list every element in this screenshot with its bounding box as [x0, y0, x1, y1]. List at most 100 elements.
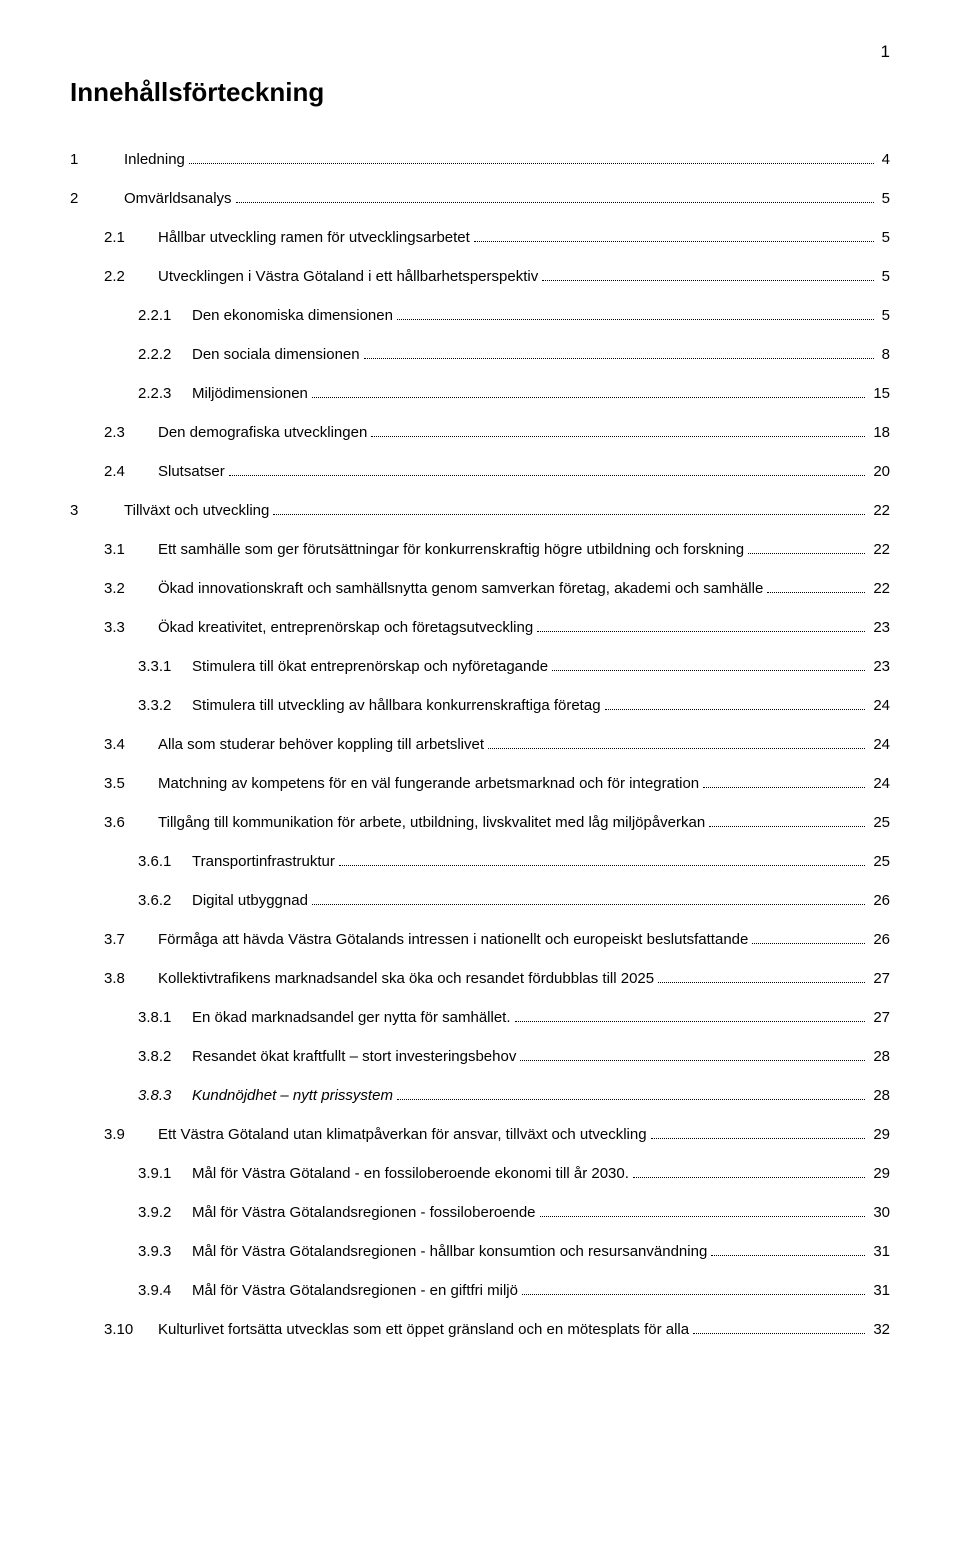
- toc-entry-page: 5: [878, 266, 890, 287]
- toc-entry[interactable]: 3.9Ett Västra Götaland utan klimatpåverk…: [70, 1115, 890, 1154]
- toc-entry[interactable]: 2.2.2Den sociala dimensionen8: [70, 335, 890, 374]
- toc-entry-number: 2: [70, 188, 124, 209]
- toc-leader: [312, 892, 865, 905]
- toc-leader: [537, 619, 865, 632]
- toc-entry-page: 25: [869, 851, 890, 872]
- toc-entry-page: 8: [878, 344, 890, 365]
- toc-entry-page: 29: [869, 1124, 890, 1145]
- toc-entry-text: Kollektivtrafikens marknadsandel ska öka…: [158, 968, 654, 989]
- toc-entry[interactable]: 3.3.1Stimulera till ökat entreprenörskap…: [70, 647, 890, 686]
- toc-entry-text: Den demografiska utvecklingen: [158, 422, 367, 443]
- toc-entry-page: 28: [869, 1085, 890, 1106]
- toc-entry-number: 3.6.2: [138, 890, 192, 911]
- toc-entry[interactable]: 3.4Alla som studerar behöver koppling ti…: [70, 725, 890, 764]
- toc-entry[interactable]: 2.3Den demografiska utvecklingen18: [70, 413, 890, 452]
- toc-entry-number: 3.6: [104, 812, 158, 833]
- toc-entry-page: 28: [869, 1046, 890, 1067]
- toc-entry-number: 3.2: [104, 578, 158, 599]
- toc-entry[interactable]: 2Omvärldsanalys5: [70, 179, 890, 218]
- toc-entry-text: Den ekonomiska dimensionen: [192, 305, 393, 326]
- toc-entry-page: 22: [869, 500, 890, 521]
- toc-entry-number: 3.9.3: [138, 1241, 192, 1262]
- toc-entry-page: 22: [869, 578, 890, 599]
- toc-entry-text: Inledning: [124, 149, 185, 170]
- toc-leader: [522, 1282, 865, 1295]
- toc-entry[interactable]: 3.6Tillgång till kommunikation för arbet…: [70, 803, 890, 842]
- toc-leader: [474, 229, 874, 242]
- toc-entry-page: 25: [869, 812, 890, 833]
- toc-leader: [658, 970, 865, 983]
- toc-entry[interactable]: 1Inledning 4: [70, 140, 890, 179]
- toc-entry-text: Stimulera till ökat entreprenörskap och …: [192, 656, 548, 677]
- toc-entry-number: 3.3.2: [138, 695, 192, 716]
- toc-entry[interactable]: 3.2Ökad innovationskraft och samhällsnyt…: [70, 569, 890, 608]
- toc-entry-text: Mål för Västra Götalandsregionen - fossi…: [192, 1202, 536, 1223]
- toc-entry-page: 31: [869, 1241, 890, 1262]
- toc-entry-text: Digital utbyggnad: [192, 890, 308, 911]
- toc-entry-number: 2.2.3: [138, 383, 192, 404]
- toc-entry-text: Slutsatser: [158, 461, 225, 482]
- toc-entry-text: Mål för Västra Götalandsregionen - en gi…: [192, 1280, 518, 1301]
- toc-entry-text: Utvecklingen i Västra Götaland i ett hål…: [158, 266, 538, 287]
- toc-entry-number: 3.8.2: [138, 1046, 192, 1067]
- toc-entry-number: 3.6.1: [138, 851, 192, 872]
- toc-entry-page: 24: [869, 734, 890, 755]
- toc-entry-number: 3.4: [104, 734, 158, 755]
- toc-entry[interactable]: 3.9.1Mål för Västra Götaland - en fossil…: [70, 1154, 890, 1193]
- toc-leader: [703, 775, 865, 788]
- toc-entry-page: 5: [878, 188, 890, 209]
- toc-entry[interactable]: 2.2Utvecklingen i Västra Götaland i ett …: [70, 257, 890, 296]
- toc-entry-page: 29: [869, 1163, 890, 1184]
- toc-entry[interactable]: 3.3Ökad kreativitet, entreprenörskap och…: [70, 608, 890, 647]
- toc-entry[interactable]: 3.3.2Stimulera till utveckling av hållba…: [70, 686, 890, 725]
- toc-entry[interactable]: 3.10Kulturlivet fortsätta utvecklas som …: [70, 1310, 890, 1349]
- toc-entry[interactable]: 2.4Slutsatser20: [70, 452, 890, 491]
- toc-entry[interactable]: 2.2.1Den ekonomiska dimensionen5: [70, 296, 890, 335]
- toc-entry[interactable]: 3.8Kollektivtrafikens marknadsandel ska …: [70, 959, 890, 998]
- toc-entry[interactable]: 3.9.3Mål för Västra Götalandsregionen - …: [70, 1232, 890, 1271]
- toc-entry[interactable]: 3.1Ett samhälle som ger förutsättningar …: [70, 530, 890, 569]
- toc-entry-page: 24: [869, 695, 890, 716]
- toc-entry[interactable]: 3.5Matchning av kompetens för en väl fun…: [70, 764, 890, 803]
- toc-entry[interactable]: 3.9.4Mål för Västra Götalandsregionen - …: [70, 1271, 890, 1310]
- toc-entry[interactable]: 3.6.2Digital utbyggnad 26: [70, 881, 890, 920]
- toc-entry-number: 2.2: [104, 266, 158, 287]
- toc-entry-number: 3.9: [104, 1124, 158, 1145]
- toc-entry-page: 23: [869, 617, 890, 638]
- toc-entry[interactable]: 3.8.2Resandet ökat kraftfullt – stort in…: [70, 1037, 890, 1076]
- toc-leader: [189, 151, 874, 164]
- toc-entry-number: 3.7: [104, 929, 158, 950]
- toc-list: 1Inledning 4 2Omvärldsanalys52.1Hållbar ut…: [70, 140, 890, 1349]
- toc-leader: [752, 931, 865, 944]
- toc-entry-text: Stimulera till utveckling av hållbara ko…: [192, 695, 601, 716]
- toc-entry-page: 4: [878, 149, 890, 170]
- toc-entry-page: 32: [869, 1319, 890, 1340]
- toc-entry-text: Kulturlivet fortsätta utvecklas som ett …: [158, 1319, 689, 1340]
- toc-entry-page: 26: [869, 890, 890, 911]
- toc-entry[interactable]: 3.6.1Transportinfrastruktur25: [70, 842, 890, 881]
- toc-entry-page: 18: [869, 422, 890, 443]
- toc-leader: [236, 190, 874, 203]
- toc-entry[interactable]: 2.2.3Miljödimensionen 15: [70, 374, 890, 413]
- toc-leader: [552, 658, 865, 671]
- toc-entry-page: 5: [878, 227, 890, 248]
- toc-leader: [693, 1321, 865, 1334]
- toc-entry[interactable]: 3.7Förmåga att hävda Västra Götalands in…: [70, 920, 890, 959]
- toc-entry-number: 3.3: [104, 617, 158, 638]
- toc-entry-number: 3.8: [104, 968, 158, 989]
- toc-entry[interactable]: 3Tillväxt och utveckling22: [70, 491, 890, 530]
- toc-entry-number: 2.2.2: [138, 344, 192, 365]
- toc-entry-text: Ökad innovationskraft och samhällsnytta …: [158, 578, 763, 599]
- toc-entry-text: Miljödimensionen: [192, 383, 308, 404]
- toc-entry[interactable]: 2.1Hållbar utveckling ramen för utveckli…: [70, 218, 890, 257]
- toc-entry-text: Matchning av kompetens för en väl funger…: [158, 773, 699, 794]
- toc-entry-page: 26: [869, 929, 890, 950]
- toc-entry-number: 3.8.3: [138, 1085, 192, 1106]
- toc-entry[interactable]: 3.8.3Kundnöjdhet – nytt prissystem28: [70, 1076, 890, 1115]
- toc-leader: [397, 307, 874, 320]
- toc-entry[interactable]: 3.9.2Mål för Västra Götalandsregionen - …: [70, 1193, 890, 1232]
- toc-entry[interactable]: 3.8.1En ökad marknadsandel ger nytta för…: [70, 998, 890, 1037]
- toc-leader: [515, 1009, 866, 1022]
- toc-entry-page: 15: [869, 383, 890, 404]
- toc-entry-number: 1: [70, 149, 124, 170]
